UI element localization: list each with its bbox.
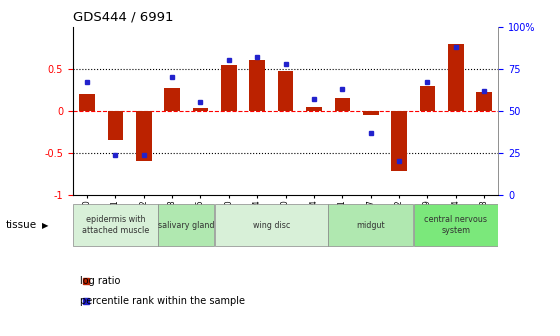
Bar	[136, 111, 152, 161]
Bar	[79, 94, 95, 111]
Text: midgut: midgut	[356, 221, 385, 229]
Bar	[363, 111, 379, 115]
Bar	[391, 111, 407, 171]
Bar	[249, 60, 265, 111]
Bar	[193, 108, 208, 111]
Bar	[306, 107, 322, 111]
Text: GDS444 / 6991: GDS444 / 6991	[73, 10, 173, 23]
Text: central nervous
system: central nervous system	[424, 215, 487, 235]
Bar	[414, 204, 498, 246]
Text: ▶: ▶	[42, 221, 49, 229]
Bar	[73, 204, 157, 246]
Text: log ratio: log ratio	[80, 276, 120, 286]
Bar	[221, 65, 237, 111]
Text: tissue: tissue	[6, 220, 37, 230]
Bar	[477, 92, 492, 111]
Bar	[419, 86, 435, 111]
Bar	[164, 88, 180, 111]
Bar	[278, 71, 293, 111]
Text: percentile rank within the sample: percentile rank within the sample	[80, 296, 245, 306]
Text: wing disc: wing disc	[253, 221, 290, 229]
Bar	[158, 204, 214, 246]
Text: epidermis with
attached muscle: epidermis with attached muscle	[82, 215, 149, 235]
Bar	[329, 204, 413, 246]
Text: salivary gland: salivary gland	[158, 221, 214, 229]
Bar	[334, 98, 350, 111]
Bar	[215, 204, 328, 246]
Bar	[108, 111, 123, 140]
Bar	[448, 44, 464, 111]
